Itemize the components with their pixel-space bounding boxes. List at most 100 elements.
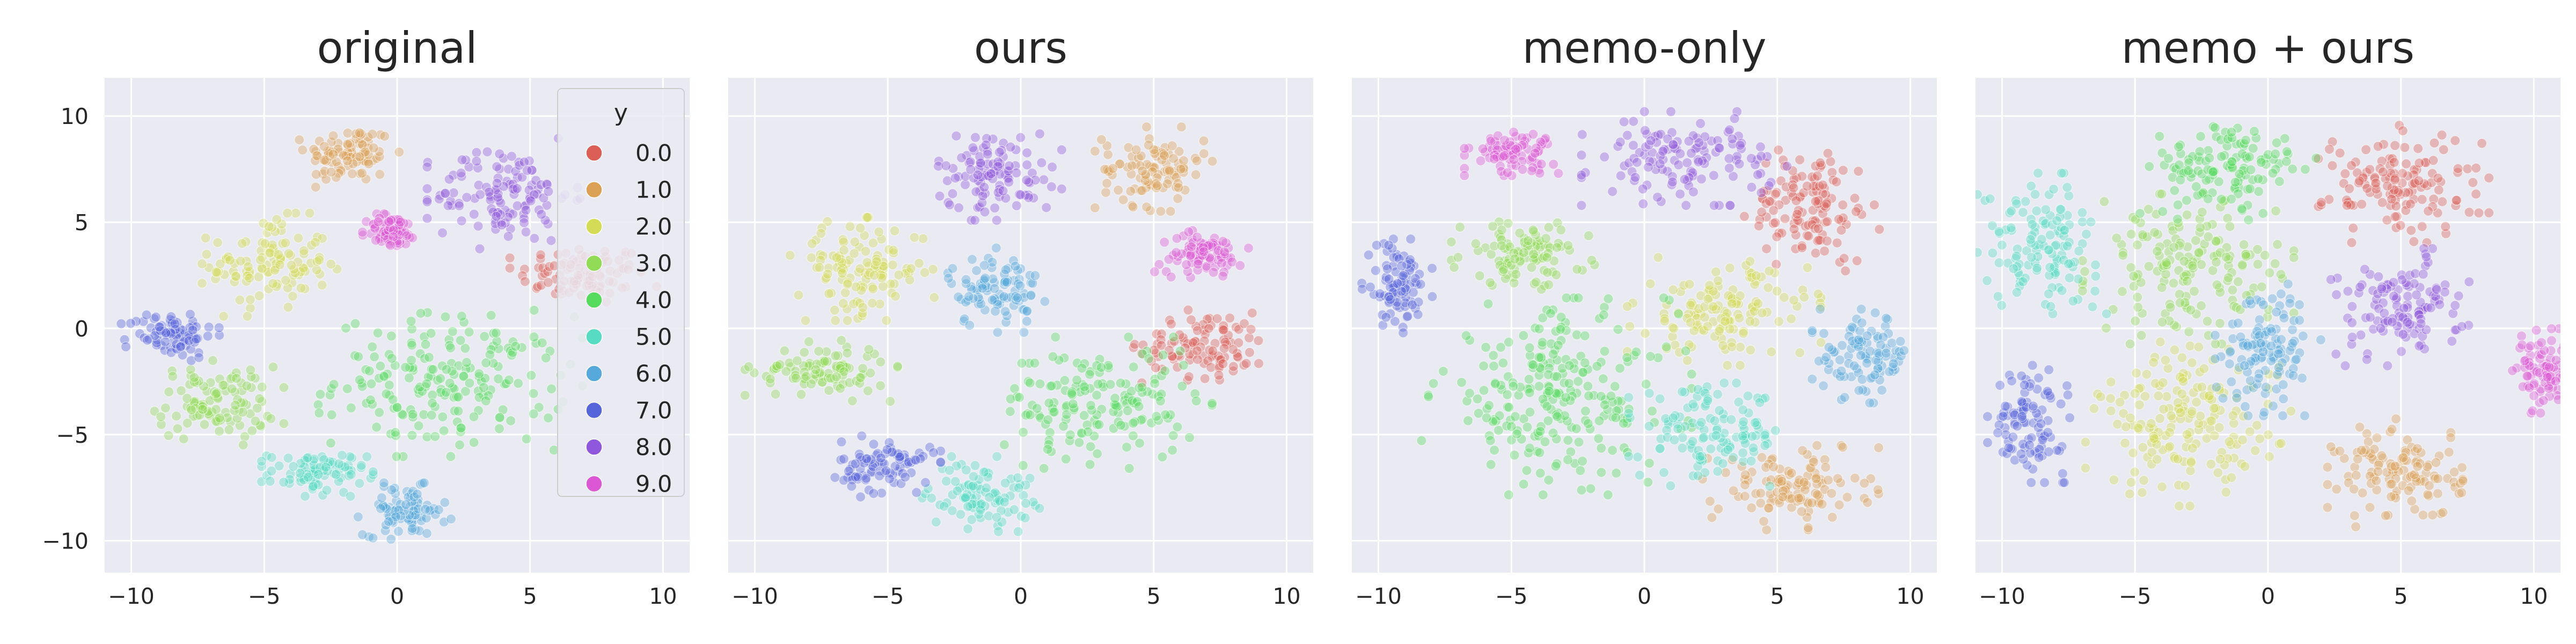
data-point xyxy=(1000,478,1011,488)
data-point xyxy=(165,326,176,338)
data-point xyxy=(297,144,308,156)
data-point xyxy=(1548,255,1560,266)
data-point xyxy=(1791,195,1802,206)
data-point xyxy=(1747,301,1758,312)
data-point xyxy=(1461,396,1473,406)
data-point xyxy=(1874,350,1885,361)
data-point xyxy=(1035,378,1045,390)
data-point xyxy=(162,327,173,338)
data-point xyxy=(536,209,547,220)
data-point xyxy=(1190,336,1201,347)
data-point xyxy=(1204,313,1215,324)
data-point xyxy=(1498,357,1509,369)
data-point xyxy=(2026,230,2038,241)
data-point xyxy=(2148,433,2160,444)
data-point xyxy=(444,378,455,389)
data-point xyxy=(1408,287,1419,298)
data-point xyxy=(868,488,879,499)
data-point xyxy=(2275,348,2286,358)
data-point xyxy=(314,268,325,280)
data-point xyxy=(1005,142,1016,152)
data-point xyxy=(971,265,982,276)
data-point xyxy=(456,215,467,226)
data-point xyxy=(229,258,240,269)
data-point xyxy=(1575,350,1586,362)
data-point xyxy=(1079,381,1090,392)
data-point xyxy=(1109,399,1120,410)
data-point xyxy=(354,127,365,138)
data-point xyxy=(1503,244,1513,255)
data-point xyxy=(1128,397,1139,408)
data-point xyxy=(2043,288,2054,299)
data-point xyxy=(257,263,268,274)
data-point xyxy=(1819,246,1830,257)
data-point xyxy=(881,315,892,326)
data-point xyxy=(2288,252,2300,263)
data-point xyxy=(2216,194,2227,204)
data-point xyxy=(2357,279,2368,290)
data-point xyxy=(994,162,1005,172)
data-point xyxy=(346,151,356,163)
data-point xyxy=(189,398,200,408)
data-point xyxy=(2181,269,2192,280)
data-point xyxy=(2242,200,2253,211)
data-point xyxy=(947,505,958,516)
data-point xyxy=(2540,377,2551,388)
data-point xyxy=(979,188,991,199)
data-point xyxy=(1523,383,1533,394)
data-point xyxy=(1046,181,1057,192)
data-point xyxy=(987,273,998,284)
data-point xyxy=(2300,164,2311,175)
data-point xyxy=(1750,159,1761,170)
data-point xyxy=(1832,473,1843,484)
data-point xyxy=(1543,248,1554,259)
data-point xyxy=(2382,180,2393,192)
data-point xyxy=(963,295,974,306)
data-point xyxy=(1774,199,1784,210)
data-point xyxy=(1725,291,1737,302)
data-point xyxy=(2288,363,2299,374)
data-point xyxy=(1576,485,1587,495)
data-point xyxy=(1840,265,1851,276)
data-point xyxy=(1532,158,1543,169)
data-point xyxy=(2255,433,2265,444)
data-point xyxy=(2417,194,2427,205)
data-point xyxy=(2058,230,2069,241)
data-point xyxy=(1536,138,1547,150)
data-point xyxy=(1622,346,1633,357)
data-point xyxy=(2373,271,2384,282)
data-point xyxy=(440,188,451,199)
data-point xyxy=(863,212,874,223)
data-point xyxy=(1502,401,1513,413)
data-point xyxy=(1982,411,1993,422)
data-point xyxy=(1709,200,1720,211)
data-point xyxy=(2154,250,2165,261)
data-point xyxy=(820,274,831,284)
data-point xyxy=(1485,135,1497,147)
data-point xyxy=(518,217,530,228)
data-point xyxy=(1235,260,1246,271)
data-point xyxy=(1020,513,1030,523)
data-point xyxy=(1498,264,1509,275)
data-point xyxy=(1561,292,1572,303)
data-point xyxy=(1786,467,1797,479)
data-point xyxy=(1184,432,1195,443)
data-point xyxy=(2394,308,2404,318)
data-point xyxy=(166,311,177,322)
data-point xyxy=(141,310,152,320)
data-point xyxy=(380,525,391,536)
data-point xyxy=(969,145,979,156)
data-point xyxy=(1151,328,1162,340)
data-point xyxy=(338,487,349,498)
data-point xyxy=(1560,317,1571,328)
data-point xyxy=(2224,347,2236,358)
data-point xyxy=(1069,404,1079,415)
data-point xyxy=(1128,362,1139,372)
data-point xyxy=(1733,491,1744,502)
data-point xyxy=(1478,361,1489,371)
data-point xyxy=(857,302,868,313)
data-point xyxy=(1685,299,1696,311)
data-point xyxy=(998,151,1009,162)
data-point xyxy=(1734,312,1745,324)
data-point xyxy=(1548,159,1559,170)
